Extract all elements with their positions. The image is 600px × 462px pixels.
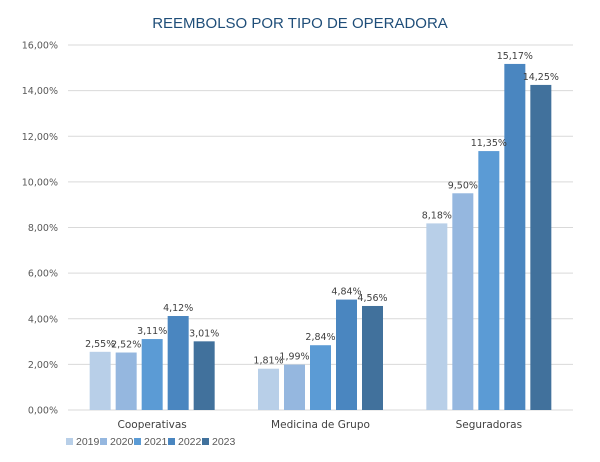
data-label: 4,12% <box>163 303 193 314</box>
data-labels: 2,55%2,52% 3,11% 4,12% 3,01% 1,81%1,99% 2,84%… <box>85 51 559 367</box>
legend-label: 2022 <box>178 436 202 448</box>
data-label: 2,55% <box>85 339 115 350</box>
bar-cooperativas-2023 <box>193 341 215 410</box>
data-label: 15,17% <box>497 51 533 62</box>
data-label: 2,84% <box>305 332 335 343</box>
data-label: 11,35% <box>471 138 507 149</box>
y-tick-label: 0,00% <box>28 406 58 417</box>
bar-seguradoras-2022 <box>504 63 526 410</box>
bar-medicina-de-grupo-2022 <box>336 299 357 410</box>
bars <box>89 63 552 410</box>
data-label: 9,50% <box>448 180 478 191</box>
x-axis-categories: Cooperativas Medicina de Grupo Seguradoras <box>118 419 523 431</box>
y-tick-label: 4,00% <box>28 314 58 325</box>
bar-medicina-de-grupo-2021 <box>310 345 331 410</box>
chart-title: REEMBOLSO POR TIPO DE OPERADORA <box>152 15 448 32</box>
bar-medicina-de-grupo-2023 <box>362 305 383 410</box>
y-axis-ticks: 0,00% 2,00% 4,00% 6,00% 8,00% 10,00% 12,00% 14,… <box>22 41 58 417</box>
bar-cooperativas-2021 <box>141 339 163 410</box>
y-tick-label: 12,00% <box>22 132 58 143</box>
y-tick-label: 14,00% <box>22 86 58 97</box>
bar-cooperativas-2019 <box>89 351 111 410</box>
data-label: 3,11% <box>137 326 167 337</box>
data-label: 8,18% <box>422 210 452 221</box>
data-label: 3,01% <box>189 328 219 339</box>
data-label: 2,52% <box>111 340 141 351</box>
legend-swatch <box>100 438 107 445</box>
legend-label: 2021 <box>144 436 168 448</box>
data-label: 4,56% <box>357 293 387 304</box>
bar-medicina-de-grupo-2019 <box>258 368 279 410</box>
legend-label: 2020 <box>110 436 134 448</box>
x-category-label: Medicina de Grupo <box>271 419 370 431</box>
y-tick-label: 8,00% <box>28 223 58 234</box>
bar-seguradoras-2019 <box>426 223 448 410</box>
legend-swatch <box>202 438 209 445</box>
bar-medicina-de-grupo-2020 <box>284 364 305 410</box>
y-tick-label: 16,00% <box>22 41 58 52</box>
bar-seguradoras-2023 <box>530 84 552 410</box>
x-category-label: Seguradoras <box>456 419 523 431</box>
legend-swatch <box>134 438 141 445</box>
legend: 2019 2020 2021 2022 2023 <box>66 436 236 448</box>
bar-cooperativas-2020 <box>115 352 137 410</box>
y-tick-label: 6,00% <box>28 269 58 280</box>
y-tick-label: 10,00% <box>22 177 58 188</box>
data-label: 1,81% <box>253 356 283 367</box>
bar-cooperativas-2022 <box>167 316 189 410</box>
bar-seguradoras-2020 <box>452 193 474 410</box>
legend-swatch <box>168 438 175 445</box>
bar-seguradoras-2021 <box>478 151 500 410</box>
legend-swatch <box>66 438 73 445</box>
y-tick-label: 2,00% <box>28 360 58 371</box>
x-category-label: Cooperativas <box>118 419 187 431</box>
data-label: 14,25% <box>523 72 559 83</box>
legend-label: 2023 <box>212 436 236 448</box>
data-label: 4,84% <box>331 287 361 298</box>
data-label: 1,99% <box>279 352 309 363</box>
legend-label: 2019 <box>76 436 100 448</box>
